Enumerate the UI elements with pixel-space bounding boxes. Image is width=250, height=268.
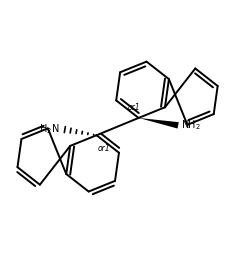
Text: or1: or1 xyxy=(98,144,110,153)
Text: H$_2$N: H$_2$N xyxy=(38,122,59,136)
Text: or1: or1 xyxy=(128,103,140,112)
Text: NH$_2$: NH$_2$ xyxy=(181,118,201,132)
Polygon shape xyxy=(138,118,179,129)
